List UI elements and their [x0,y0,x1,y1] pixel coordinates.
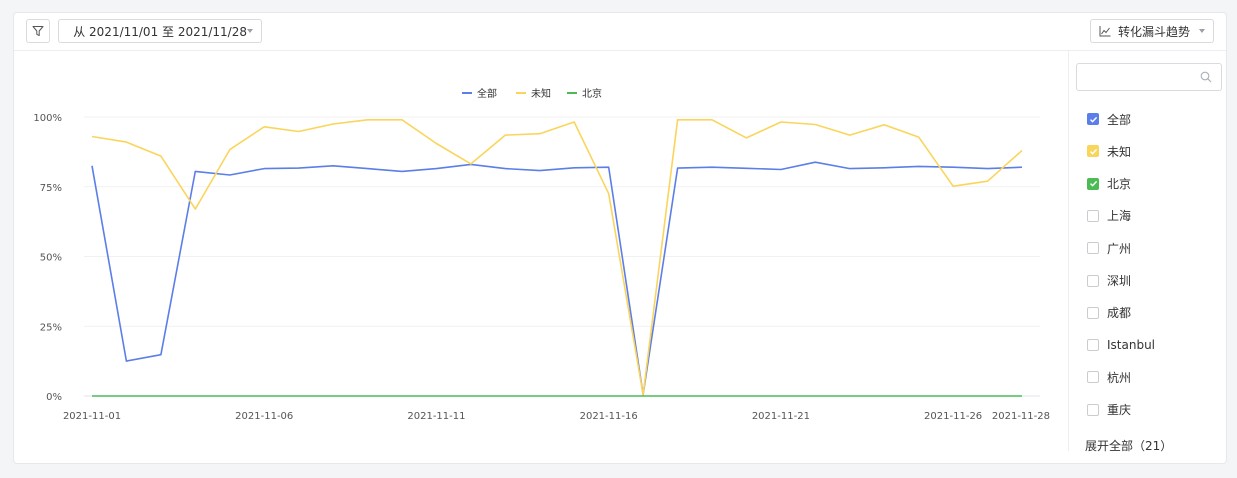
chart-type-label: 转化漏斗趋势 [1118,24,1191,39]
series-filter-panel: 全部未知北京上海广州深圳成都 Istanbul 杭州重庆 展开全部（21） [1068,51,1229,453]
checkbox[interactable] [1087,274,1099,287]
chevron-down-icon [247,29,253,33]
check-icon [1089,181,1097,187]
x-tick-label: 2021-11-11 [407,411,465,422]
series-option[interactable]: 广州 [1087,238,1217,258]
date-range-label: 从 2021/11/01 至 2021/11/28 [73,24,247,39]
series-option[interactable]: 北京 [1087,174,1217,194]
series-line [91,119,1023,396]
search-input[interactable] [1083,67,1197,89]
legend-label: 北京 [582,87,602,100]
x-tick-label: 2021-11-01 [63,411,121,422]
checkbox[interactable] [1087,371,1099,384]
series-option-label: 上海 [1107,209,1132,224]
chart-card: 从 2021/11/01 至 2021/11/28 转化漏斗趋势 0% 25% 50… [13,12,1227,464]
checkbox[interactable] [1087,403,1099,416]
toolbar: 从 2021/11/01 至 2021/11/28 转化漏斗趋势 [14,13,1226,51]
series-option[interactable]: 重庆 [1087,400,1217,420]
checkbox[interactable] [1087,209,1099,222]
filter-button[interactable] [26,19,50,43]
line-chart: 0% 25% 50% 75% 100% 2021-11-01 2021-11-06 2021-… [14,51,1068,465]
series-option-label: 深圳 [1107,274,1132,288]
series-line [91,161,1023,396]
series-option-label: 广州 [1107,241,1132,256]
checkbox-checked[interactable] [1087,145,1099,158]
series-option-label: Istanbul [1107,338,1156,353]
x-tick-label: 2021-11-21 [752,411,810,422]
x-tick-label: 2021-11-06 [235,411,293,422]
legend-label: 未知 [531,87,551,100]
chart-svg: 0% 25% 50% 75% 100% 2021-11-01 2021-11-06 2021-… [33,87,1050,422]
chart-type-selector[interactable]: 转化漏斗趋势 [1090,19,1214,43]
filter-icon [32,26,44,36]
series-option[interactable]: 杭州 [1087,367,1217,387]
chevron-down-icon [1199,29,1205,33]
checkbox-checked[interactable] [1087,113,1099,125]
checkbox[interactable] [1087,242,1099,255]
series-option-label: 重庆 [1107,403,1132,418]
series-option-label: 杭州 [1107,370,1132,385]
checkbox-checked[interactable] [1087,177,1099,190]
y-tick-label: 50% [40,253,62,264]
checkbox[interactable] [1087,339,1099,352]
series-option[interactable]: 未知 [1087,141,1217,161]
y-tick-label: 0% [46,392,62,403]
check-icon [1089,116,1097,123]
series-option-label: 未知 [1107,144,1132,159]
series-search [1076,63,1222,91]
series-option[interactable]: 成都 [1087,303,1217,323]
search-icon[interactable] [1200,71,1212,83]
series-option-label: 成都 [1107,306,1132,321]
y-tick-label: 75% [40,183,62,194]
y-tick-label: 100% [33,113,62,124]
date-range-picker[interactable]: 从 2021/11/01 至 2021/11/28 [58,19,262,43]
series-option[interactable]: Istanbul [1087,335,1217,355]
series-option-label: 全部 [1107,112,1132,127]
legend-label: 全部 [477,87,497,100]
x-tick-label: 2021-11-26 [924,411,982,422]
line-chart-icon [1099,26,1111,37]
x-tick-label: 2021-11-16 [580,411,638,422]
check-icon [1089,148,1097,155]
y-tick-label: 25% [40,322,62,333]
series-option-label: 北京 [1107,177,1132,192]
expand-all-link[interactable]: 展开全部（21） [1085,439,1173,453]
x-tick-label: 2021-11-28 [992,411,1050,422]
checkbox[interactable] [1087,306,1099,319]
series-option[interactable]: 上海 [1087,206,1217,226]
series-option[interactable]: 全部 [1087,109,1217,129]
series-option[interactable]: 深圳 [1087,271,1217,291]
